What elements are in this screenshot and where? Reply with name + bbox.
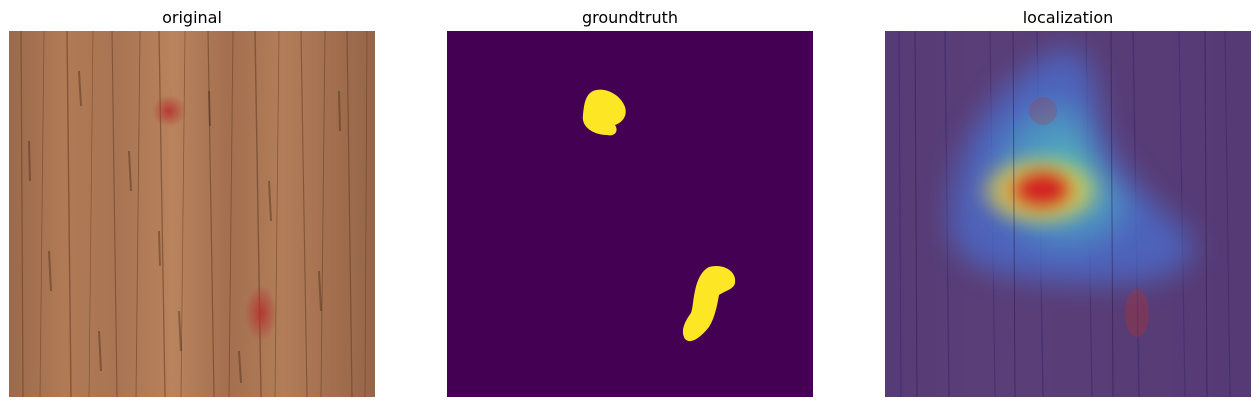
mask-blob-top [582,89,626,136]
image-groundtruth [447,31,813,397]
panel-localization: localization [885,0,1251,407]
panel-groundtruth: groundtruth [447,0,813,407]
panel-title-original: original [162,8,222,27]
panel-original: original [9,0,375,407]
panel-title-localization: localization [1022,8,1114,27]
image-original [9,31,375,397]
mask-blob-bottom [682,265,736,342]
panel-title-groundtruth: groundtruth [581,8,678,27]
image-localization [885,31,1251,397]
